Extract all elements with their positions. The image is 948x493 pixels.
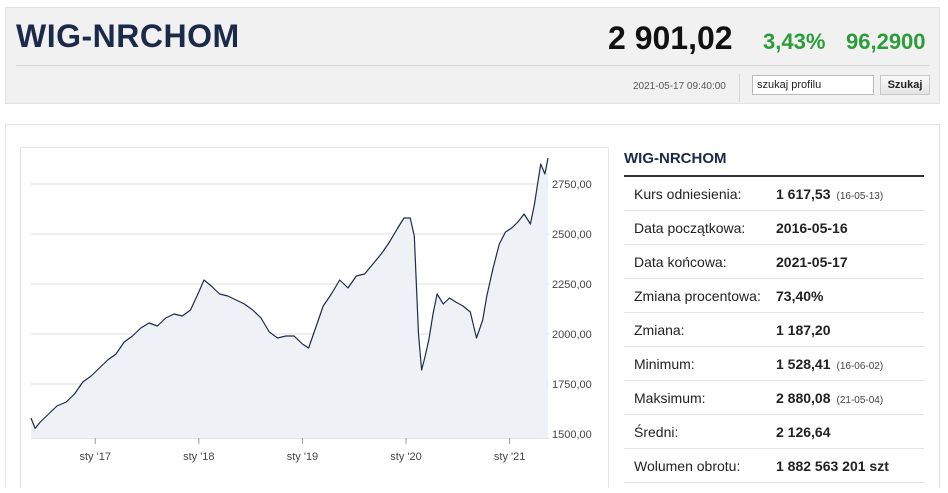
x-tick-label: sty '17: [80, 451, 111, 463]
content-panel: [5, 124, 940, 488]
y-tick-label: 2000,00: [552, 329, 592, 341]
stats-value: 1 187,20: [776, 321, 831, 338]
profile-search-input[interactable]: [752, 75, 874, 95]
stats-label: Wolumen obrotu:: [624, 448, 776, 483]
x-tick-label: sty '18: [183, 451, 214, 463]
stats-value: 2021-05-17: [776, 253, 848, 270]
x-tick-label: sty '21: [494, 451, 525, 463]
stats-label: Średni:: [624, 414, 776, 449]
header-divider: [16, 65, 929, 66]
stats-value-cell: 2 126,64: [776, 414, 924, 449]
price-series-line: [30, 157, 549, 429]
stats-value: 1 617,53: [776, 185, 831, 202]
stats-label: Maksimum:: [624, 380, 776, 415]
quote-header: WIG-NRCHOM 2 901,02 3,43% 96,2900 2021-0…: [5, 7, 940, 104]
stats-value: 2 880,08: [776, 389, 831, 406]
y-tick-label: 1500,00: [552, 429, 592, 441]
x-tick-label: sty '19: [287, 451, 318, 463]
stats-value: 2 126,64: [776, 423, 831, 440]
stats-value: 73,40%: [776, 287, 824, 304]
stats-value-cell: 1 187,20: [776, 312, 924, 347]
y-tick-label: 2250,00: [552, 279, 592, 291]
header-separator: [739, 74, 740, 102]
price-area-fill: [31, 158, 548, 438]
index-value: 2 901,02: [608, 20, 733, 56]
stats-label: Data końcowa:: [624, 244, 776, 279]
index-name: WIG-NRCHOM: [16, 18, 240, 54]
y-tick-label: 1750,00: [552, 379, 592, 391]
stats-date-note: (16-05-13): [836, 190, 884, 202]
stats-label: Data początkowa:: [624, 210, 776, 245]
stats-table: Kurs odniesienia: 1 617,53 (16-05-13) Data …: [624, 177, 924, 483]
stats-row: Data początkowa: 2016-05-16: [624, 210, 924, 245]
stats-row: Kurs odniesienia: 1 617,53 (16-05-13): [624, 177, 924, 211]
price-chart-svg: 1500,00 1750,00 2000,00 2250,00 2500,00 2750,…: [30, 156, 592, 463]
quote-timestamp: 2021-05-17 09:40:00: [633, 81, 726, 92]
x-tick-label: sty '20: [390, 451, 421, 463]
stats-row: Minimum: 1 528,41 (16-06-02): [624, 346, 924, 381]
stats-value: 2016-05-16: [776, 219, 848, 236]
price-chart[interactable]: 1500,00 1750,00 2000,00 2250,00 2500,00 2750,…: [20, 147, 609, 488]
stats-date-note: (16-06-02): [836, 360, 884, 372]
stats-row: Zmiana: 1 187,20: [624, 312, 924, 347]
stats-value-cell: 2 880,08 (21-05-04): [776, 380, 924, 415]
stats-row: Maksimum: 2 880,08 (21-05-04): [624, 380, 924, 415]
stats-row: Średni: 2 126,64: [624, 414, 924, 449]
index-change-absolute: 96,2900: [846, 29, 926, 54]
index-change-percent: 3,43%: [763, 29, 826, 54]
stats-value-cell: 1 617,53 (16-05-13): [776, 177, 924, 211]
stats-title-underline: [624, 175, 924, 177]
stats-date-note: (21-05-04): [836, 394, 884, 406]
search-button[interactable]: Szukaj: [880, 75, 930, 95]
stats-label: Zmiana procentowa:: [624, 278, 776, 313]
stats-title: WIG-NRCHOM: [624, 150, 727, 167]
stats-value: 1 528,41: [776, 355, 831, 372]
stats-value-cell: 2016-05-16: [776, 210, 924, 245]
stats-value-cell: 1 882 563 201 szt: [776, 448, 924, 483]
stats-row: Wolumen obrotu: 1 882 563 201 szt: [624, 448, 924, 483]
stats-value-cell: 1 528,41 (16-06-02): [776, 346, 924, 381]
stats-label: Minimum:: [624, 346, 776, 381]
stats-value-cell: 73,40%: [776, 278, 924, 313]
stats-value-cell: 2021-05-17: [776, 244, 924, 279]
stats-row: Data końcowa: 2021-05-17: [624, 244, 924, 279]
stats-row: Zmiana procentowa: 73,40%: [624, 278, 924, 313]
y-tick-label: 2500,00: [552, 229, 592, 241]
y-tick-label: 2750,00: [552, 179, 592, 191]
stats-label: Kurs odniesienia:: [624, 177, 776, 211]
stats-label: Zmiana:: [624, 312, 776, 347]
stats-value: 1 882 563 201 szt: [776, 457, 889, 474]
